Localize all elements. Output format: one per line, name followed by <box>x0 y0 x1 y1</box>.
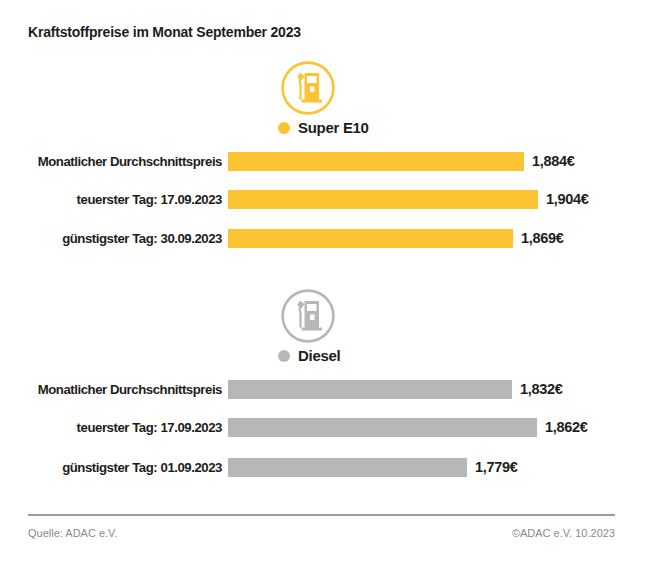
bar-row-label: günstigster Tag: 30.09.2023 <box>62 229 222 248</box>
bar-row: teuerster Tag: 17.09.2023 1,904€ <box>28 190 622 209</box>
bar-row-label: teuerster Tag: 17.09.2023 <box>77 190 222 209</box>
bar-row: günstigster Tag: 30.09.2023 1,869€ <box>28 229 622 248</box>
bar-value: 1,869€ <box>521 229 564 248</box>
bar-row: günstigster Tag: 01.09.2023 1,779€ <box>28 458 622 477</box>
bar <box>228 152 524 171</box>
bar-row-label: Monatlicher Durchschnittspreis <box>38 152 222 171</box>
bar-value: 1,779€ <box>475 458 518 477</box>
bar-value: 1,862€ <box>545 418 588 437</box>
bar <box>228 458 467 477</box>
bar-value: 1,904€ <box>546 190 589 209</box>
bar-row-label: Monatlicher Durchschnittspreis <box>38 380 222 399</box>
bar-row: Monatlicher Durchschnittspreis 1,832€ <box>28 380 622 399</box>
bar-row-label: teuerster Tag: 17.09.2023 <box>77 418 222 437</box>
source-note: Quelle: ADAC e.V. <box>28 527 117 539</box>
bar-row: Monatlicher Durchschnittspreis 1,884€ <box>28 152 622 171</box>
bar <box>228 418 537 437</box>
bar <box>228 190 538 209</box>
bar <box>228 380 512 399</box>
bar-value: 1,884€ <box>532 152 575 171</box>
bar-chart-rows: Monatlicher Durchschnittspreis 1,884€ teue… <box>28 0 622 576</box>
copyright-note: ©ADAC e.V. 10.2023 <box>512 527 615 539</box>
footer-divider <box>28 514 615 516</box>
bar-row-label: günstigster Tag: 01.09.2023 <box>62 458 222 477</box>
fuel-price-infographic: Kraftstoffpreise im Monat September 2023… <box>0 0 650 576</box>
bar-value: 1,832€ <box>520 380 563 399</box>
bar-row: teuerster Tag: 17.09.2023 1,862€ <box>28 418 622 437</box>
bar <box>228 229 513 248</box>
